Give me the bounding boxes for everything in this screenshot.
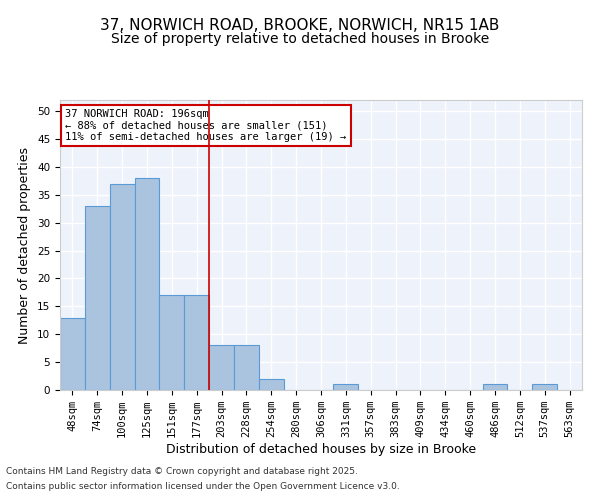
Bar <box>184 295 209 390</box>
X-axis label: Distribution of detached houses by size in Brooke: Distribution of detached houses by size … <box>166 443 476 456</box>
Bar <box>160 295 184 390</box>
Bar <box>259 379 284 390</box>
Bar <box>209 346 234 390</box>
Text: Contains HM Land Registry data © Crown copyright and database right 2025.: Contains HM Land Registry data © Crown c… <box>6 467 358 476</box>
Text: 37 NORWICH ROAD: 196sqm
← 88% of detached houses are smaller (151)
11% of semi-d: 37 NORWICH ROAD: 196sqm ← 88% of detache… <box>65 108 346 142</box>
Bar <box>85 206 110 390</box>
Bar <box>60 318 85 390</box>
Y-axis label: Number of detached properties: Number of detached properties <box>19 146 31 344</box>
Bar <box>134 178 160 390</box>
Text: Size of property relative to detached houses in Brooke: Size of property relative to detached ho… <box>111 32 489 46</box>
Bar <box>482 384 508 390</box>
Text: Contains public sector information licensed under the Open Government Licence v3: Contains public sector information licen… <box>6 482 400 491</box>
Bar <box>334 384 358 390</box>
Bar <box>532 384 557 390</box>
Bar <box>234 346 259 390</box>
Bar <box>110 184 134 390</box>
Text: 37, NORWICH ROAD, BROOKE, NORWICH, NR15 1AB: 37, NORWICH ROAD, BROOKE, NORWICH, NR15 … <box>100 18 500 32</box>
